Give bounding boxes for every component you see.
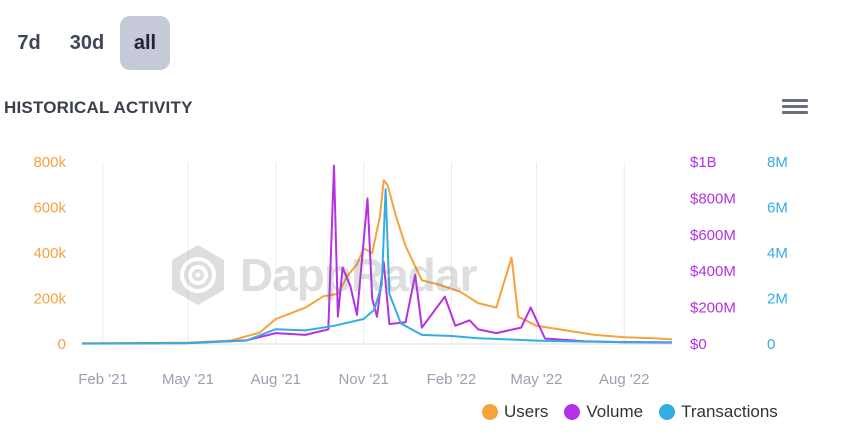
volume-series-line xyxy=(81,164,673,345)
chart-legend: Users Volume Transactions xyxy=(482,402,778,422)
x-tick-label: Feb '21 xyxy=(78,371,128,388)
dappradar-logo-icon xyxy=(172,245,224,305)
transactions-axis-tick-label: 6M xyxy=(767,200,788,217)
time-range-tabs: 7d 30d all xyxy=(4,16,170,70)
tab-30d[interactable]: 30d xyxy=(69,31,105,54)
volume-axis-tick-label: $1B xyxy=(690,154,717,171)
watermark-text: DappRadar xyxy=(240,249,477,301)
legend-dot-users xyxy=(482,404,498,420)
chart-title: HISTORICAL ACTIVITY xyxy=(4,98,193,117)
users-axis-tick-label: 400k xyxy=(33,245,66,262)
x-tick-label: Nov '21 xyxy=(338,371,388,388)
transactions-axis-tick-label: 8M xyxy=(767,154,788,171)
legend-label-volume: Volume xyxy=(586,402,644,421)
legend-item-volume[interactable]: Volume xyxy=(564,402,643,422)
legend-dot-volume xyxy=(564,404,581,420)
transactions-series-line xyxy=(81,188,673,345)
volume-axis-tick-label: $600M xyxy=(690,227,736,244)
legend-item-users[interactable]: Users xyxy=(482,402,548,422)
users-axis-tick-label: 0 xyxy=(58,336,66,353)
x-tick-label: Aug '22 xyxy=(599,371,649,388)
tab-7d[interactable]: 7d xyxy=(17,31,41,54)
x-tick-label: May '21 xyxy=(162,371,214,388)
x-tick-label: Aug '21 xyxy=(251,371,301,388)
volume-axis-tick-label: $0 xyxy=(690,336,707,353)
users-axis-tick-label: 600k xyxy=(33,200,66,217)
legend-label-transactions: Transactions xyxy=(681,402,778,421)
x-tick-label: May '22 xyxy=(510,371,562,388)
dappradar-watermark: DappRadar xyxy=(166,243,477,307)
hamburger-menu-icon[interactable] xyxy=(782,96,808,116)
legend-dot-transactions xyxy=(659,404,676,420)
legend-item-transactions[interactable]: Transactions xyxy=(659,402,778,422)
volume-axis-tick-label: $400M xyxy=(690,263,736,280)
x-tick-label: Feb '22 xyxy=(427,371,477,388)
volume-axis-tick-label: $200M xyxy=(690,300,736,317)
users-axis-tick-label: 800k xyxy=(33,154,66,171)
transactions-axis-tick-label: 0 xyxy=(767,336,775,353)
volume-axis-tick-label: $800M xyxy=(690,190,736,207)
transactions-axis-tick-label: 2M xyxy=(767,291,788,308)
tab-all[interactable]: all xyxy=(120,16,170,70)
users-axis-tick-label: 200k xyxy=(33,291,66,308)
legend-label-users: Users xyxy=(504,402,549,421)
transactions-axis-tick-label: 4M xyxy=(767,245,788,262)
users-series-line xyxy=(81,179,673,345)
